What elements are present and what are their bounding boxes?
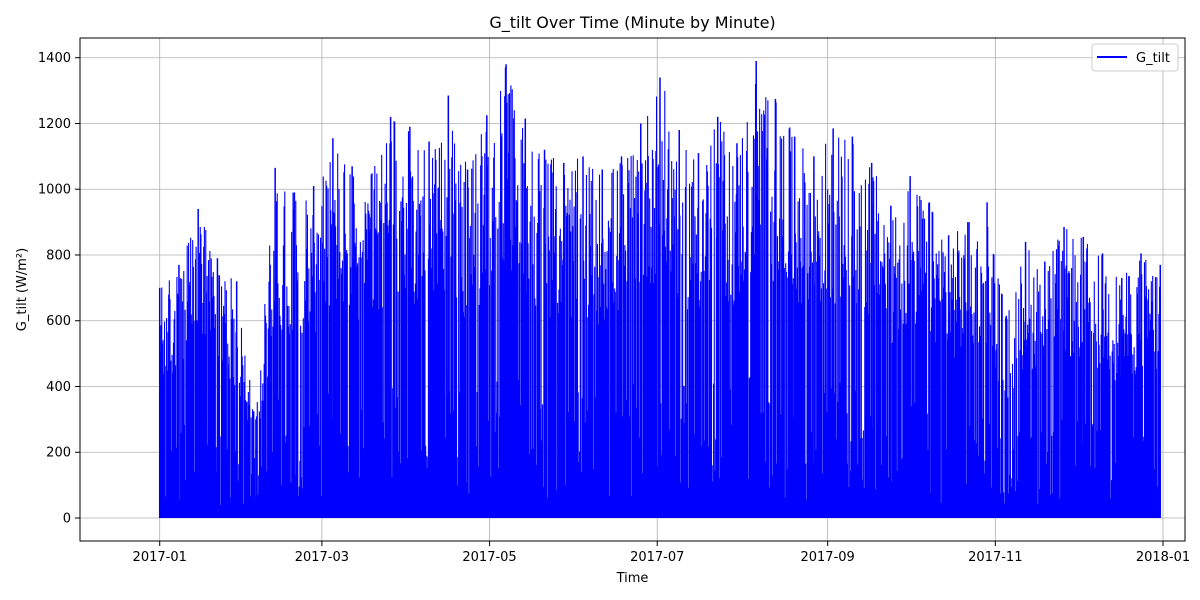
axes-frame bbox=[79, 37, 1186, 542]
x-tick-label: 2017-05 bbox=[462, 550, 516, 565]
chart-title: G_tilt Over Time (Minute by Minute) bbox=[489, 13, 775, 33]
x-tick-label: 2017-07 bbox=[630, 550, 684, 565]
x-tick-label: 2018-01 bbox=[1136, 550, 1190, 565]
y-tick-label: 200 bbox=[46, 446, 71, 461]
x-axis: 2017-01 2017-03 2017-05 2017-07 2017-09 2017-… bbox=[133, 541, 1190, 565]
legend-label-g-tilt: G_tilt bbox=[1136, 51, 1170, 66]
y-tick-label: 600 bbox=[46, 314, 71, 329]
y-axis-label: G_tilt (W/m²) bbox=[15, 248, 30, 331]
x-tick-label: 2017-11 bbox=[968, 550, 1022, 565]
plot-area bbox=[158, 61, 1162, 518]
y-tick-label: 1200 bbox=[38, 117, 71, 132]
x-tick-label: 2017-01 bbox=[133, 550, 187, 565]
legend: G_tilt bbox=[1091, 43, 1179, 72]
y-axis: 0 200 400 600 800 1000 1200 1400 bbox=[38, 51, 80, 526]
y-tick-label: 1000 bbox=[38, 183, 71, 198]
x-axis-label: Time bbox=[616, 571, 649, 586]
y-tick-label: 0 bbox=[63, 511, 71, 526]
y-tick-label: 1400 bbox=[38, 51, 71, 66]
y-tick-label: 400 bbox=[46, 380, 71, 395]
x-tick-label: 2017-09 bbox=[800, 550, 854, 565]
x-tick-label: 2017-03 bbox=[295, 550, 349, 565]
legend-box bbox=[1091, 43, 1179, 72]
y-tick-label: 800 bbox=[46, 248, 71, 263]
